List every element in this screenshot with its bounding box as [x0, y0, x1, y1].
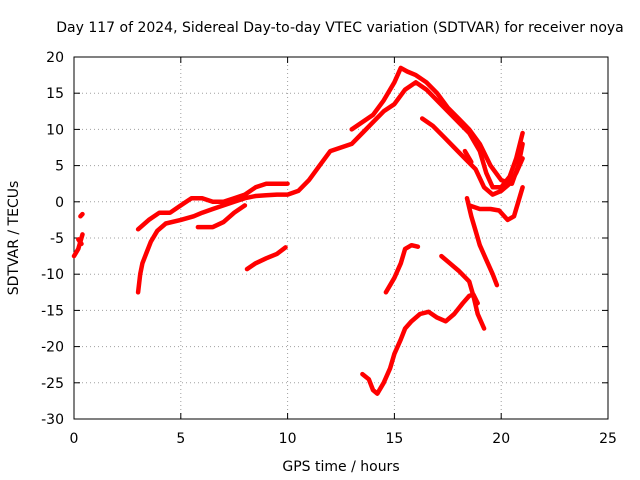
series-line-track-5	[135, 181, 290, 232]
series-line-track-3	[78, 211, 85, 219]
series-line-track-13	[383, 242, 421, 295]
series-line-track-2	[76, 237, 84, 247]
y-tick-label: -20	[41, 340, 64, 356]
series-line-track-8	[419, 116, 525, 197]
y-tick-label: -10	[41, 267, 64, 283]
y-tick-label: -30	[41, 412, 64, 428]
series-line-track-4	[135, 80, 525, 295]
series-line-track-9	[462, 148, 474, 165]
chart-title: Day 117 of 2024, Sidereal Day-to-day VTE…	[56, 20, 624, 36]
series-line-track-7	[349, 65, 525, 186]
y-tick-label: -25	[41, 376, 64, 392]
series-group	[71, 65, 525, 396]
y-tick-label: 15	[46, 86, 64, 102]
y-tick-label: 20	[46, 50, 64, 66]
y-tick-label: 5	[55, 159, 64, 175]
series-line-track-11	[464, 195, 500, 288]
x-tick-label: 15	[385, 431, 403, 447]
x-tick-label: 25	[599, 431, 617, 447]
series-line-track-12	[244, 245, 288, 272]
x-tick-label: 10	[279, 431, 297, 447]
y-tick-label: -15	[41, 303, 64, 319]
series-line-track-10	[466, 185, 525, 223]
y-tick-label: -5	[50, 231, 64, 247]
series-line-track-14	[439, 253, 487, 331]
series-line-track-1	[71, 232, 85, 259]
y-tick-label: 0	[55, 195, 64, 211]
axis-ticks: 0 5 10 15 20 25 -30 -25 -20 -15 -10 -5 0 5 10 15 20	[41, 50, 617, 447]
y-axis-label: SDTVAR / TECUs	[6, 181, 22, 296]
series-line-track-6	[195, 203, 248, 230]
x-tick-label: 20	[492, 431, 510, 447]
grid	[74, 57, 608, 419]
x-tick-label: 5	[176, 431, 185, 447]
x-axis-label: GPS time / hours	[282, 459, 399, 475]
x-tick-label: 0	[70, 431, 79, 447]
y-tick-label: 10	[46, 122, 64, 138]
series-line-track-15	[360, 292, 480, 396]
